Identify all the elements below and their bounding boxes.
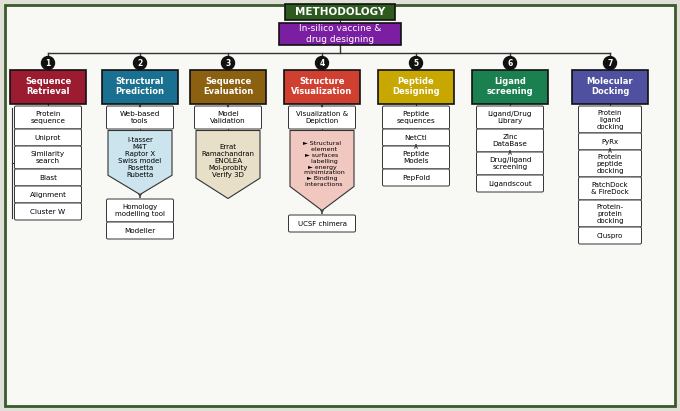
Text: Molecular
Docking: Molecular Docking (587, 77, 633, 96)
Text: Model
Validation: Model Validation (210, 111, 245, 124)
Text: NetCtl: NetCtl (405, 134, 427, 141)
Text: Protein-
protein
docking: Protein- protein docking (596, 203, 624, 224)
Text: Ligandscout: Ligandscout (488, 180, 532, 187)
FancyBboxPatch shape (378, 69, 454, 104)
FancyBboxPatch shape (14, 129, 82, 146)
Text: PyRx: PyRx (601, 139, 619, 145)
FancyBboxPatch shape (10, 69, 86, 104)
Text: Blast: Blast (39, 175, 57, 180)
FancyBboxPatch shape (284, 69, 360, 104)
Text: Uniprot: Uniprot (35, 134, 61, 141)
FancyBboxPatch shape (194, 106, 262, 129)
FancyBboxPatch shape (107, 222, 173, 239)
Text: Cluspro: Cluspro (597, 233, 623, 238)
Text: ► Structural
  element
► surfaces
  labelling
► energy
  minimization
► Binding
: ► Structural element ► surfaces labellin… (300, 141, 344, 187)
Text: 6: 6 (507, 58, 513, 67)
Text: Similarity
search: Similarity search (31, 151, 65, 164)
FancyBboxPatch shape (279, 23, 401, 45)
Text: Protein
sequence: Protein sequence (31, 111, 65, 124)
FancyBboxPatch shape (579, 106, 641, 133)
FancyBboxPatch shape (14, 203, 82, 220)
Text: PepFold: PepFold (402, 175, 430, 180)
FancyBboxPatch shape (288, 215, 356, 232)
Text: 1: 1 (46, 58, 50, 67)
Circle shape (409, 56, 422, 69)
Polygon shape (290, 131, 354, 210)
Text: Alignment: Alignment (29, 192, 67, 198)
FancyBboxPatch shape (382, 146, 449, 169)
Text: METHODOLOGY: METHODOLOGY (295, 7, 385, 17)
FancyBboxPatch shape (579, 227, 641, 244)
FancyBboxPatch shape (579, 200, 641, 227)
Text: Drug/ligand
screening: Drug/ligand screening (489, 157, 531, 170)
FancyBboxPatch shape (288, 106, 356, 129)
Text: Ligand/Drug
Library: Ligand/Drug Library (488, 111, 532, 124)
Circle shape (133, 56, 146, 69)
Text: Errat
Ramachandran
ENOLEA
Mol-probity
Verify 3D: Errat Ramachandran ENOLEA Mol-probity Ve… (201, 144, 254, 178)
Text: 7: 7 (607, 58, 613, 67)
Circle shape (222, 56, 235, 69)
FancyBboxPatch shape (190, 69, 266, 104)
Text: UCSF chimera: UCSF chimera (298, 220, 347, 226)
FancyBboxPatch shape (382, 129, 449, 146)
FancyBboxPatch shape (472, 69, 548, 104)
Text: Peptide
Models: Peptide Models (403, 151, 430, 164)
Text: Modeller: Modeller (124, 228, 156, 233)
Text: Cluster W: Cluster W (31, 208, 65, 215)
Polygon shape (196, 131, 260, 199)
Text: 3: 3 (225, 58, 231, 67)
Text: Peptide
Designing: Peptide Designing (392, 77, 440, 96)
FancyBboxPatch shape (14, 146, 82, 169)
FancyBboxPatch shape (5, 5, 675, 406)
Text: Web-based
tools: Web-based tools (120, 111, 160, 124)
Text: PatchDock
& FireDock: PatchDock & FireDock (591, 182, 629, 195)
Text: Protein
ligand
docking: Protein ligand docking (596, 109, 624, 129)
FancyBboxPatch shape (477, 152, 543, 175)
FancyBboxPatch shape (382, 106, 449, 129)
FancyBboxPatch shape (107, 199, 173, 222)
FancyBboxPatch shape (107, 106, 173, 129)
Text: Protein
peptide
docking: Protein peptide docking (596, 153, 624, 173)
Text: Structure
Visualization: Structure Visualization (291, 77, 353, 96)
Circle shape (316, 56, 328, 69)
Text: Ligand
screening: Ligand screening (487, 77, 533, 96)
Text: 2: 2 (137, 58, 143, 67)
Text: 5: 5 (413, 58, 419, 67)
FancyBboxPatch shape (579, 150, 641, 177)
Text: Visualization &
Depiction: Visualization & Depiction (296, 111, 348, 124)
Text: 4: 4 (320, 58, 324, 67)
Text: Homology
modelling tool: Homology modelling tool (115, 204, 165, 217)
Text: Sequence
Evaluation: Sequence Evaluation (203, 77, 253, 96)
Circle shape (503, 56, 517, 69)
FancyBboxPatch shape (14, 106, 82, 129)
Text: In-silico vaccine &
drug designing: In-silico vaccine & drug designing (299, 24, 381, 44)
FancyBboxPatch shape (477, 129, 543, 152)
Text: Structural
Prediction: Structural Prediction (116, 77, 165, 96)
Polygon shape (108, 131, 172, 194)
FancyBboxPatch shape (14, 186, 82, 203)
Text: Sequence
Retrieval: Sequence Retrieval (25, 77, 71, 96)
FancyBboxPatch shape (579, 133, 641, 150)
FancyBboxPatch shape (102, 69, 178, 104)
Circle shape (41, 56, 54, 69)
Text: Peptide
sequences: Peptide sequences (396, 111, 435, 124)
FancyBboxPatch shape (579, 177, 641, 200)
Circle shape (604, 56, 617, 69)
Text: Zinc
DataBase: Zinc DataBase (492, 134, 528, 147)
FancyBboxPatch shape (477, 106, 543, 129)
Text: I-tasser
M4T
Raptor X
Swiss model
Rosetta
Rubetta: I-tasser M4T Raptor X Swiss model Rosett… (118, 137, 162, 178)
FancyBboxPatch shape (14, 169, 82, 186)
FancyBboxPatch shape (477, 175, 543, 192)
FancyBboxPatch shape (572, 69, 648, 104)
FancyBboxPatch shape (382, 169, 449, 186)
FancyBboxPatch shape (285, 4, 395, 20)
